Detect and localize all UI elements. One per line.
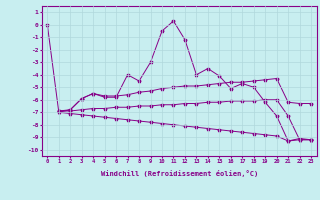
X-axis label: Windchill (Refroidissement éolien,°C): Windchill (Refroidissement éolien,°C)	[100, 170, 258, 177]
